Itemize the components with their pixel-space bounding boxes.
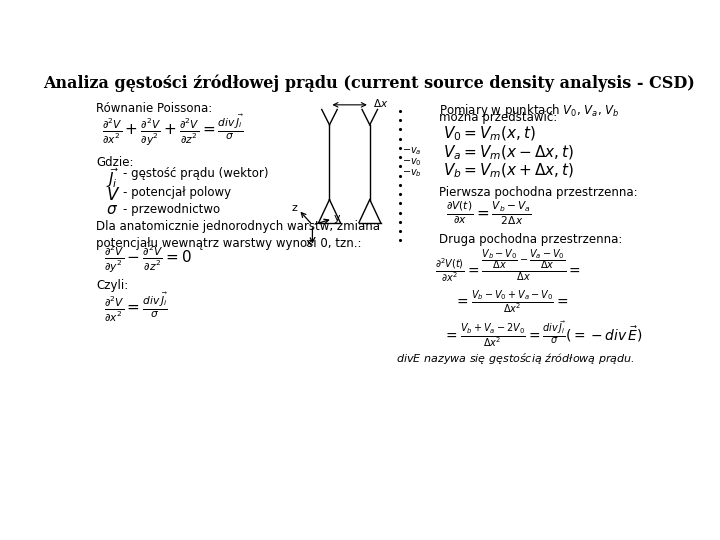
Text: $\frac{\partial V(t)}{\partial x} = \frac{V_b - V_a}{2\Delta x}$: $\frac{\partial V(t)}{\partial x} = \fra… — [446, 200, 532, 227]
Text: Równanie Poissona:: Równanie Poissona: — [96, 102, 212, 115]
Text: $= \frac{V_b - V_0 + V_a - V_0}{\Delta x^2} =$: $= \frac{V_b - V_0 + V_a - V_0}{\Delta x… — [454, 288, 569, 316]
Text: Gdzie:: Gdzie: — [96, 156, 134, 168]
Text: Czyli:: Czyli: — [96, 279, 128, 292]
Text: $- v_a$: $- v_a$ — [402, 145, 421, 157]
Text: można przedstawić:: można przedstawić: — [438, 111, 557, 124]
Text: $- v_b$: $- v_b$ — [402, 167, 421, 179]
Text: $\frac{\partial^2 V}{\partial y^2} - \frac{\partial^2 V}{\partial z^2} = 0$: $\frac{\partial^2 V}{\partial y^2} - \fr… — [104, 244, 192, 275]
Text: $V_b = V_m(x + \Delta x, t)$: $V_b = V_m(x + \Delta x, t)$ — [443, 162, 574, 180]
Text: Dla anatomicznie jednorodnych warstw, zmiana
potencjału wewnątrz warstwy wynosi : Dla anatomicznie jednorodnych warstw, zm… — [96, 220, 380, 251]
Text: Druga pochodna przestrzenna:: Druga pochodna przestrzenna: — [438, 233, 622, 246]
Text: - gęstość prądu (wektor): - gęstość prądu (wektor) — [122, 167, 268, 180]
Text: Analiza gęstości źródłowej prądu (current source density analysis - CSD): Analiza gęstości źródłowej prądu (curren… — [43, 74, 695, 92]
Text: $\sigma$: $\sigma$ — [106, 202, 117, 217]
Text: z: z — [291, 203, 297, 213]
Text: $\vec{J_i}$: $\vec{J_i}$ — [106, 166, 119, 191]
Text: $V_a = V_m(x - \Delta x, t)$: $V_a = V_m(x - \Delta x, t)$ — [443, 143, 574, 162]
Text: - potencjał polowy: - potencjał polowy — [122, 186, 230, 199]
Text: - przewodnictwo: - przewodnictwo — [122, 202, 220, 215]
Text: Pierwsza pochodna przestrzenna:: Pierwsza pochodna przestrzenna: — [438, 186, 637, 199]
Text: $- v_0$: $- v_0$ — [402, 156, 421, 168]
Text: $\frac{\partial^2 V(t)}{\partial x^2} = \frac{\dfrac{V_b - V_0}{\Delta x} - \dfr: $\frac{\partial^2 V(t)}{\partial x^2} = … — [435, 247, 581, 285]
Text: $V$: $V$ — [106, 186, 120, 204]
Text: $\frac{\partial^2 V}{\partial x^2} = \frac{div\,\vec{J_i}}{\sigma}$: $\frac{\partial^2 V}{\partial x^2} = \fr… — [104, 291, 168, 324]
Text: Pomiary w punktach $V_0$, $V_a$, $V_b$: Pomiary w punktach $V_0$, $V_a$, $V_b$ — [438, 102, 619, 119]
Text: $= \frac{V_b + V_a - 2V_0}{\Delta x^2} = \frac{div\,\vec{J_i}}{\sigma}(= -div\,\: $= \frac{V_b + V_a - 2V_0}{\Delta x^2} =… — [443, 319, 642, 349]
Text: $div E$ nazywa się gęstością źródłową prądu.: $div E$ nazywa się gęstością źródłową pr… — [396, 351, 635, 366]
Text: $V_0 = V_m(x, t)$: $V_0 = V_m(x, t)$ — [443, 125, 536, 143]
Text: $\Delta x$: $\Delta x$ — [373, 97, 388, 109]
Text: x: x — [305, 238, 312, 248]
Text: y: y — [334, 213, 341, 223]
Text: $\frac{\partial^2 V}{\partial x^2} + \frac{\partial^2 V}{\partial y^2} + \frac{\: $\frac{\partial^2 V}{\partial x^2} + \fr… — [102, 112, 243, 148]
